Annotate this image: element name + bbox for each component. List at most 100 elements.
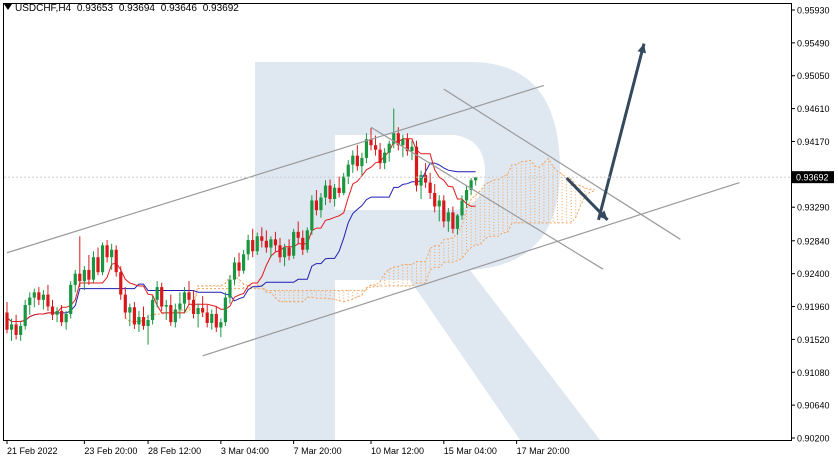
candle-body xyxy=(460,200,464,216)
candle-body xyxy=(201,308,205,313)
candle-body xyxy=(323,185,328,198)
close-value: 0.93692 xyxy=(202,3,239,14)
candle-body xyxy=(410,146,414,152)
candle-body xyxy=(169,305,173,323)
candle-body xyxy=(287,247,291,256)
candle-body xyxy=(50,306,55,315)
desc-upper-line xyxy=(443,88,681,240)
candle-body xyxy=(273,239,278,246)
plot-frame xyxy=(3,3,792,441)
analysis-lines xyxy=(6,43,740,357)
candle-body xyxy=(137,316,141,325)
candle-body xyxy=(342,176,346,194)
candle-body xyxy=(310,200,314,231)
time-tick-label: 21 Feb 2022 xyxy=(7,446,58,456)
candles xyxy=(5,108,478,345)
candle-body xyxy=(314,200,318,211)
time-tick-label: 28 Feb 12:00 xyxy=(148,446,201,456)
candle-body xyxy=(119,272,123,295)
price-tick-label: 0.91080 xyxy=(797,368,830,378)
candle-body xyxy=(319,197,323,211)
watermark-logo xyxy=(255,62,600,440)
candle-body xyxy=(442,200,446,222)
candle-body xyxy=(105,245,109,258)
candle-body xyxy=(214,314,218,328)
candle-body xyxy=(205,312,209,323)
candle-body xyxy=(296,231,300,238)
last-price-label: 0.93692 xyxy=(796,173,829,183)
candle-body xyxy=(396,133,400,146)
candle-body xyxy=(301,237,305,250)
price-tick-label: 0.90640 xyxy=(797,401,830,411)
candle-body xyxy=(282,247,287,258)
forecast-arrow-head xyxy=(637,43,646,54)
candle-body xyxy=(78,273,82,282)
candle-body xyxy=(419,175,423,186)
candle-body xyxy=(60,311,64,323)
candle-body xyxy=(28,297,32,306)
candle-body xyxy=(351,155,355,165)
candle-body xyxy=(355,155,359,167)
time-tick-label: 7 Mar 20:00 xyxy=(294,446,342,456)
candle-body xyxy=(433,193,437,207)
candle-body xyxy=(469,180,473,191)
candle-body xyxy=(128,307,132,313)
price-tick-label: 0.95050 xyxy=(797,71,830,81)
senkou-span-a xyxy=(124,157,594,322)
candle-body xyxy=(369,139,373,146)
candle-body xyxy=(414,146,419,186)
candle-body xyxy=(278,245,282,258)
price-tick-label: 0.90200 xyxy=(797,434,830,444)
candle-body xyxy=(437,200,441,207)
forecast-arrow-head xyxy=(598,210,608,220)
upper-channel-line xyxy=(6,84,545,254)
candle-body xyxy=(360,157,364,167)
candle-body xyxy=(64,314,68,323)
candle-body xyxy=(383,152,387,164)
candle-body xyxy=(264,240,268,248)
candle-body xyxy=(223,297,227,323)
candle-body xyxy=(151,299,155,320)
candle-body xyxy=(219,322,223,328)
candle-body xyxy=(69,284,73,315)
candle-body xyxy=(91,257,96,280)
candle-body xyxy=(232,262,237,280)
candle-body xyxy=(182,292,187,304)
price-axis: 0.959300.954900.950500.946100.941700.937… xyxy=(4,6,834,444)
candle-body xyxy=(451,212,455,229)
candle-body xyxy=(328,185,332,199)
time-tick-label: 10 Mar 12:00 xyxy=(371,446,424,456)
candle-body xyxy=(251,240,255,252)
candle-body xyxy=(387,143,391,153)
candle-body xyxy=(96,257,100,273)
candle-body xyxy=(333,187,337,199)
lower-channel-line xyxy=(202,181,740,357)
desc-lower-line xyxy=(370,126,604,270)
senkou-span-b xyxy=(124,190,595,322)
candle-body xyxy=(14,324,18,335)
candle-body xyxy=(237,262,241,271)
watermark-shape xyxy=(255,62,600,440)
time-tick-label: 3 Mar 04:00 xyxy=(221,446,269,456)
candle-body xyxy=(55,311,59,315)
collapse-triangle-icon[interactable] xyxy=(4,4,12,10)
price-tick-label: 0.92400 xyxy=(797,269,830,279)
candle-body xyxy=(9,324,14,330)
candle-body xyxy=(210,314,214,323)
candle-body xyxy=(373,145,378,150)
candle-body xyxy=(87,269,91,280)
price-tick-label: 0.91520 xyxy=(797,335,830,345)
candle-body xyxy=(424,175,428,183)
candle-body xyxy=(46,294,50,307)
symbol-label: USDCHF,H4 xyxy=(15,3,72,14)
candle-body xyxy=(392,133,396,144)
candle-body xyxy=(428,182,432,194)
price-tick-label: 0.94610 xyxy=(797,104,830,114)
candle-body xyxy=(255,236,259,252)
open-value: 0.93653 xyxy=(76,3,114,14)
candle-body xyxy=(305,230,309,250)
kijun-sen-line xyxy=(6,162,476,322)
candle-body xyxy=(32,292,36,298)
candle-body xyxy=(260,236,264,241)
price-tick-label: 0.91960 xyxy=(797,302,830,312)
